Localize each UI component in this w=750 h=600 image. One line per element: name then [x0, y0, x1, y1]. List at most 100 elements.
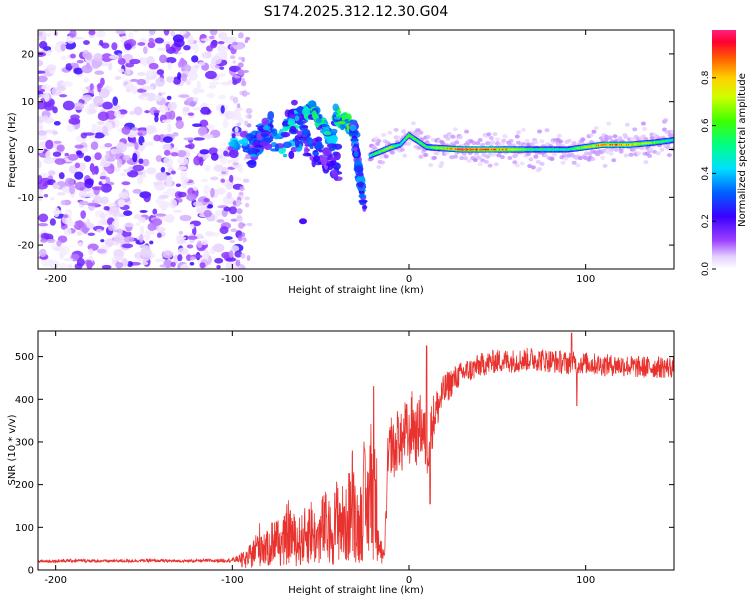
heat-cell	[242, 239, 246, 243]
heat-cell	[189, 261, 195, 266]
heat-cell	[245, 108, 253, 114]
heat-cell	[330, 128, 338, 135]
heat-cell	[487, 152, 493, 157]
heat-cell	[250, 153, 257, 158]
heat-cell	[306, 136, 313, 146]
heat-cell	[73, 67, 84, 75]
heat-cell	[350, 138, 359, 142]
heat-cell	[46, 238, 56, 243]
heat-cell	[88, 248, 94, 256]
heat-cell	[170, 261, 176, 268]
heat-cell	[155, 77, 165, 87]
heat-cell	[189, 223, 195, 230]
heat-cell	[38, 223, 49, 227]
heat-cell	[624, 122, 630, 127]
heat-cell	[623, 135, 629, 140]
heat-cell	[133, 30, 139, 33]
heat-cell	[146, 69, 154, 78]
heat-cell	[143, 192, 151, 203]
heat-cell	[40, 232, 50, 240]
heat-cell	[222, 118, 229, 129]
heat-cell	[69, 53, 76, 59]
heat-cell	[210, 187, 215, 198]
heat-cell	[123, 236, 135, 243]
heat-cell	[520, 127, 526, 132]
heat-cell	[154, 37, 164, 44]
heat-cell	[74, 162, 81, 169]
heat-cell	[68, 165, 78, 174]
heat-cell	[140, 261, 149, 266]
heat-cell	[214, 209, 223, 217]
heat-cell	[53, 121, 61, 126]
heat-cell	[255, 148, 260, 153]
heat-cell	[142, 158, 150, 167]
heat-cell	[51, 87, 62, 96]
heat-cell	[606, 121, 612, 126]
heat-cell	[464, 129, 470, 134]
heat-cell	[459, 156, 465, 161]
heat-cell	[227, 159, 232, 164]
heat-cell	[236, 103, 241, 109]
y-tick-label: 400	[15, 395, 34, 406]
heat-cell	[480, 142, 486, 147]
heat-cell	[56, 240, 62, 247]
heat-cell	[183, 44, 191, 51]
heat-cell	[118, 191, 129, 199]
heat-cell	[393, 127, 399, 132]
heat-cell	[232, 162, 239, 166]
heat-cell	[62, 100, 75, 111]
heat-cell	[99, 212, 106, 219]
heat-cell	[198, 61, 206, 66]
heat-cell	[239, 130, 248, 138]
heat-cell	[234, 177, 242, 181]
heat-cell	[70, 114, 80, 120]
heat-cell	[85, 52, 93, 61]
heat-cell	[130, 136, 137, 145]
heat-cell	[639, 146, 645, 151]
heat-cell	[81, 94, 93, 101]
heat-cell	[282, 141, 292, 149]
heat-cell	[62, 81, 73, 88]
heat-cell	[91, 123, 98, 131]
heat-cell	[73, 102, 85, 111]
heat-cell	[524, 138, 530, 143]
heat-cell	[315, 136, 323, 143]
heat-cell	[56, 192, 66, 196]
heat-cell	[291, 99, 298, 106]
heat-cell	[196, 80, 201, 90]
heat-cell	[225, 262, 231, 269]
heat-cell	[87, 202, 99, 207]
heat-cell	[90, 141, 99, 150]
heat-cell	[543, 153, 549, 158]
heat-cell	[475, 141, 481, 146]
heat-cell	[178, 94, 190, 98]
heat-cell	[237, 163, 243, 173]
heat-cell	[401, 129, 407, 134]
heat-cell	[38, 101, 47, 110]
heat-cell	[304, 148, 311, 152]
heat-cell	[486, 132, 492, 137]
heat-cell	[219, 46, 225, 54]
heat-cell	[237, 235, 243, 242]
heat-cell	[210, 152, 219, 161]
heat-cell	[120, 35, 128, 41]
heat-cell	[162, 143, 172, 151]
heat-cell	[236, 122, 242, 127]
heat-cell	[54, 158, 66, 165]
heat-cell	[181, 181, 187, 189]
heat-cell	[153, 109, 161, 114]
heat-cell	[607, 135, 613, 140]
heat-cell	[38, 115, 44, 125]
heat-cell	[107, 62, 113, 71]
heat-cell	[158, 104, 169, 114]
heat-cell	[591, 129, 597, 134]
heat-cell	[144, 230, 155, 235]
heat-cell	[116, 110, 121, 119]
heat-cell	[566, 138, 572, 143]
heat-cell	[167, 101, 178, 111]
colorbar-tick-label: 0.6	[701, 118, 711, 133]
heat-cell	[166, 123, 172, 133]
heat-cell	[234, 75, 241, 79]
y-tick-label: 100	[15, 523, 34, 534]
